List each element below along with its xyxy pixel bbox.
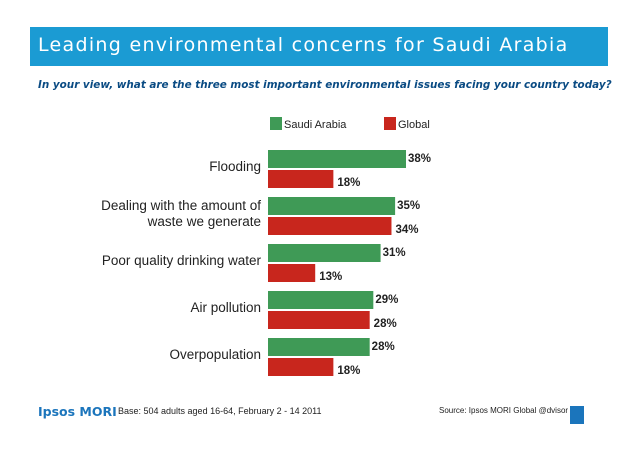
bar-saudi-4 <box>268 338 370 356</box>
bar-saudi-2 <box>268 244 381 262</box>
legend-item-global: Global <box>384 117 430 131</box>
bar-saudi-1 <box>268 197 396 215</box>
label-global-1: 34% <box>395 224 418 236</box>
legend-swatch-saudi <box>270 117 282 130</box>
bar-global-1 <box>268 217 392 235</box>
label-saudi-0: 38% <box>408 153 431 165</box>
category-label-line: Flooding <box>209 159 261 174</box>
label-global-4: 18% <box>337 365 360 377</box>
category-label-line: Overpopulation <box>169 347 261 362</box>
label-saudi-1: 35% <box>397 200 420 212</box>
category-label-3: Air pollution <box>190 300 261 316</box>
ipsos-mori-logo: Ipsos MORI <box>38 404 117 419</box>
legend-item-saudi: Saudi Arabia <box>270 117 346 131</box>
category-label-line: Poor quality drinking water <box>101 253 261 268</box>
legend-label-global: Global <box>398 119 430 131</box>
category-label-4: Overpopulation <box>169 347 261 363</box>
category-label-2: Poor quality drinking water <box>102 253 261 269</box>
label-global-3: 28% <box>374 318 397 330</box>
label-saudi-2: 31% <box>383 247 406 259</box>
category-label-line: Air pollution <box>190 300 261 315</box>
label-saudi-4: 28% <box>372 341 395 353</box>
bar-global-2 <box>268 264 316 282</box>
category-label-line: Dealing with the amount of <box>101 198 261 213</box>
page-title: Leading environmental concerns for Saudi… <box>38 34 569 56</box>
bar-global-0 <box>268 170 334 188</box>
category-label-line: waste we generate <box>147 214 261 229</box>
category-label-1: Dealing with the amount of waste we gener… <box>101 198 261 230</box>
label-saudi-3: 29% <box>375 294 398 306</box>
title-banner: Leading environmental concerns for Saudi… <box>30 27 608 66</box>
bar-global-3 <box>268 311 370 329</box>
legend-swatch-global <box>384 117 396 130</box>
ipsos-logo-icon <box>570 406 584 424</box>
bar-global-4 <box>268 358 334 376</box>
label-global-0: 18% <box>337 177 360 189</box>
bar-saudi-3 <box>268 291 374 309</box>
legend-label-saudi: Saudi Arabia <box>284 119 347 131</box>
base-note: Base: 504 adults aged 16-64, February 2 … <box>118 406 322 416</box>
source-note: Source: Ipsos MORI Global @dvisor <box>439 406 569 415</box>
category-label-0: Flooding <box>209 159 261 175</box>
bar-saudi-0 <box>268 150 406 168</box>
survey-question: In your view, what are the three most im… <box>38 79 612 91</box>
label-global-2: 13% <box>319 271 342 283</box>
